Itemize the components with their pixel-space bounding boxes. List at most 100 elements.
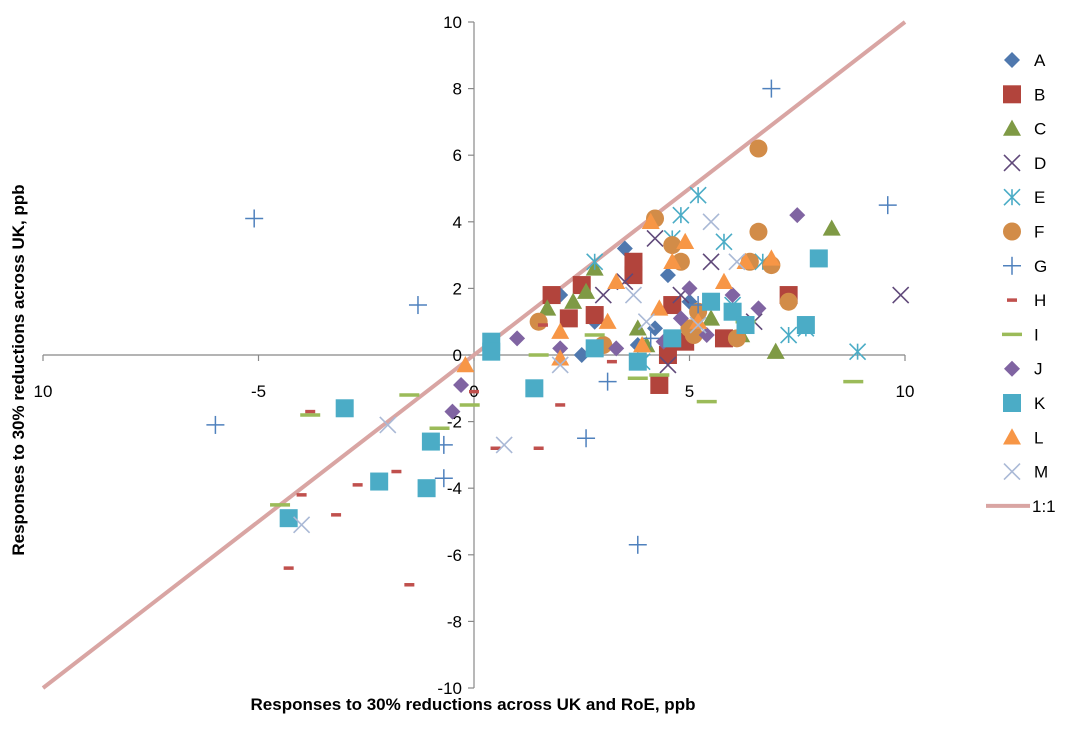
reference-line-group bbox=[41, 20, 907, 690]
data-point-b bbox=[658, 346, 677, 364]
legend-item-e: E bbox=[1003, 188, 1045, 207]
data-point-l bbox=[598, 312, 617, 329]
data-point-c bbox=[702, 309, 721, 326]
y-tick-label: 8 bbox=[453, 80, 462, 99]
data-point-l bbox=[551, 322, 570, 339]
data-point-d bbox=[646, 229, 664, 248]
data-point-c bbox=[577, 282, 596, 299]
legend-label: M bbox=[1034, 463, 1048, 482]
legend-label: F bbox=[1034, 223, 1044, 242]
data-point-j bbox=[608, 340, 625, 357]
y-tick-label: 6 bbox=[453, 146, 462, 165]
data-point-f bbox=[529, 312, 548, 331]
data-point-l bbox=[714, 272, 733, 289]
data-point-m bbox=[624, 286, 643, 304]
data-point-k bbox=[482, 342, 501, 361]
data-point-j bbox=[724, 287, 741, 304]
legend-marker bbox=[1003, 394, 1021, 412]
data-point-c bbox=[822, 219, 841, 236]
legend-marker bbox=[1003, 85, 1021, 104]
data-point-b bbox=[714, 329, 733, 348]
legend-marker bbox=[1003, 463, 1021, 481]
legend-label: E bbox=[1034, 188, 1045, 207]
data-point-k bbox=[417, 479, 436, 498]
data-point-g bbox=[598, 372, 617, 391]
data-point-e bbox=[715, 233, 733, 251]
data-point-k bbox=[736, 316, 755, 335]
y-tick-label: 0 bbox=[453, 346, 462, 365]
data-point-e bbox=[849, 343, 867, 361]
data-point-c bbox=[538, 299, 557, 316]
data-point-m bbox=[702, 213, 720, 231]
legend-label: B bbox=[1034, 85, 1045, 104]
data-point-b bbox=[585, 306, 604, 325]
data-point-k bbox=[525, 379, 544, 398]
data-point-k bbox=[279, 509, 298, 528]
legend-label: L bbox=[1034, 428, 1043, 447]
data-points bbox=[206, 79, 910, 587]
data-point-b bbox=[650, 375, 669, 394]
data-point-d bbox=[892, 286, 910, 304]
data-point-k bbox=[421, 432, 440, 451]
data-point-g bbox=[878, 196, 897, 215]
data-point-f bbox=[684, 326, 703, 345]
legend-marker bbox=[1003, 222, 1021, 241]
data-point-f bbox=[663, 236, 682, 255]
data-point-k bbox=[663, 329, 682, 348]
y-tick-label: -6 bbox=[447, 546, 462, 565]
legend-label: I bbox=[1034, 325, 1039, 344]
data-point-m bbox=[728, 253, 746, 271]
legend-marker bbox=[1003, 154, 1021, 172]
data-point-d bbox=[659, 356, 677, 374]
data-point-j bbox=[509, 330, 526, 347]
x-tick-label: -5 bbox=[251, 382, 266, 401]
data-point-g bbox=[408, 296, 427, 315]
data-point-l bbox=[551, 349, 570, 366]
data-point-f bbox=[749, 222, 768, 241]
y-tick-label: -8 bbox=[447, 612, 462, 631]
legend-marker bbox=[1003, 256, 1021, 275]
legend-item-a: A bbox=[1004, 51, 1046, 70]
data-point-m bbox=[495, 436, 513, 454]
data-point-l bbox=[663, 252, 682, 269]
x-tick-label: 5 bbox=[685, 382, 694, 401]
legend-item-f: F bbox=[1003, 222, 1044, 242]
data-point-l bbox=[607, 272, 626, 289]
data-point-m bbox=[637, 313, 655, 331]
legend-label: K bbox=[1034, 394, 1046, 413]
data-point-g bbox=[206, 415, 225, 434]
legend-label: 1:1 bbox=[1032, 497, 1056, 516]
data-point-b bbox=[542, 286, 561, 305]
data-point-g bbox=[434, 469, 453, 488]
x-axis-title: Responses to 30% reductions across UK an… bbox=[251, 695, 696, 714]
data-point-k bbox=[796, 316, 815, 335]
data-point-g bbox=[245, 209, 264, 228]
data-point-a bbox=[659, 267, 676, 284]
data-point-b bbox=[559, 309, 578, 328]
legend-item-h: H bbox=[1007, 291, 1046, 310]
legend-marker bbox=[1003, 119, 1021, 136]
data-point-j bbox=[750, 300, 767, 317]
legend-item-l: L bbox=[1003, 428, 1043, 447]
legend-label: G bbox=[1034, 257, 1047, 276]
y-tick-label: -10 bbox=[437, 679, 462, 698]
x-tick-label: 10 bbox=[34, 382, 53, 401]
legend-label: J bbox=[1034, 360, 1043, 379]
data-point-l bbox=[456, 355, 475, 373]
data-point-l bbox=[650, 299, 669, 316]
legend-item-1-1: 1:1 bbox=[986, 497, 1056, 516]
data-point-k bbox=[370, 472, 389, 491]
legend-item-m: M bbox=[1003, 463, 1048, 482]
data-point-a bbox=[616, 240, 633, 257]
data-point-k bbox=[335, 399, 354, 418]
data-point-l bbox=[641, 212, 660, 229]
one-to-one-line bbox=[41, 20, 907, 690]
data-point-k bbox=[702, 292, 721, 311]
data-point-c bbox=[628, 319, 647, 336]
legend-marker bbox=[1004, 360, 1020, 377]
data-point-k bbox=[809, 249, 828, 268]
data-point-j bbox=[453, 376, 470, 393]
data-point-b bbox=[663, 296, 682, 315]
